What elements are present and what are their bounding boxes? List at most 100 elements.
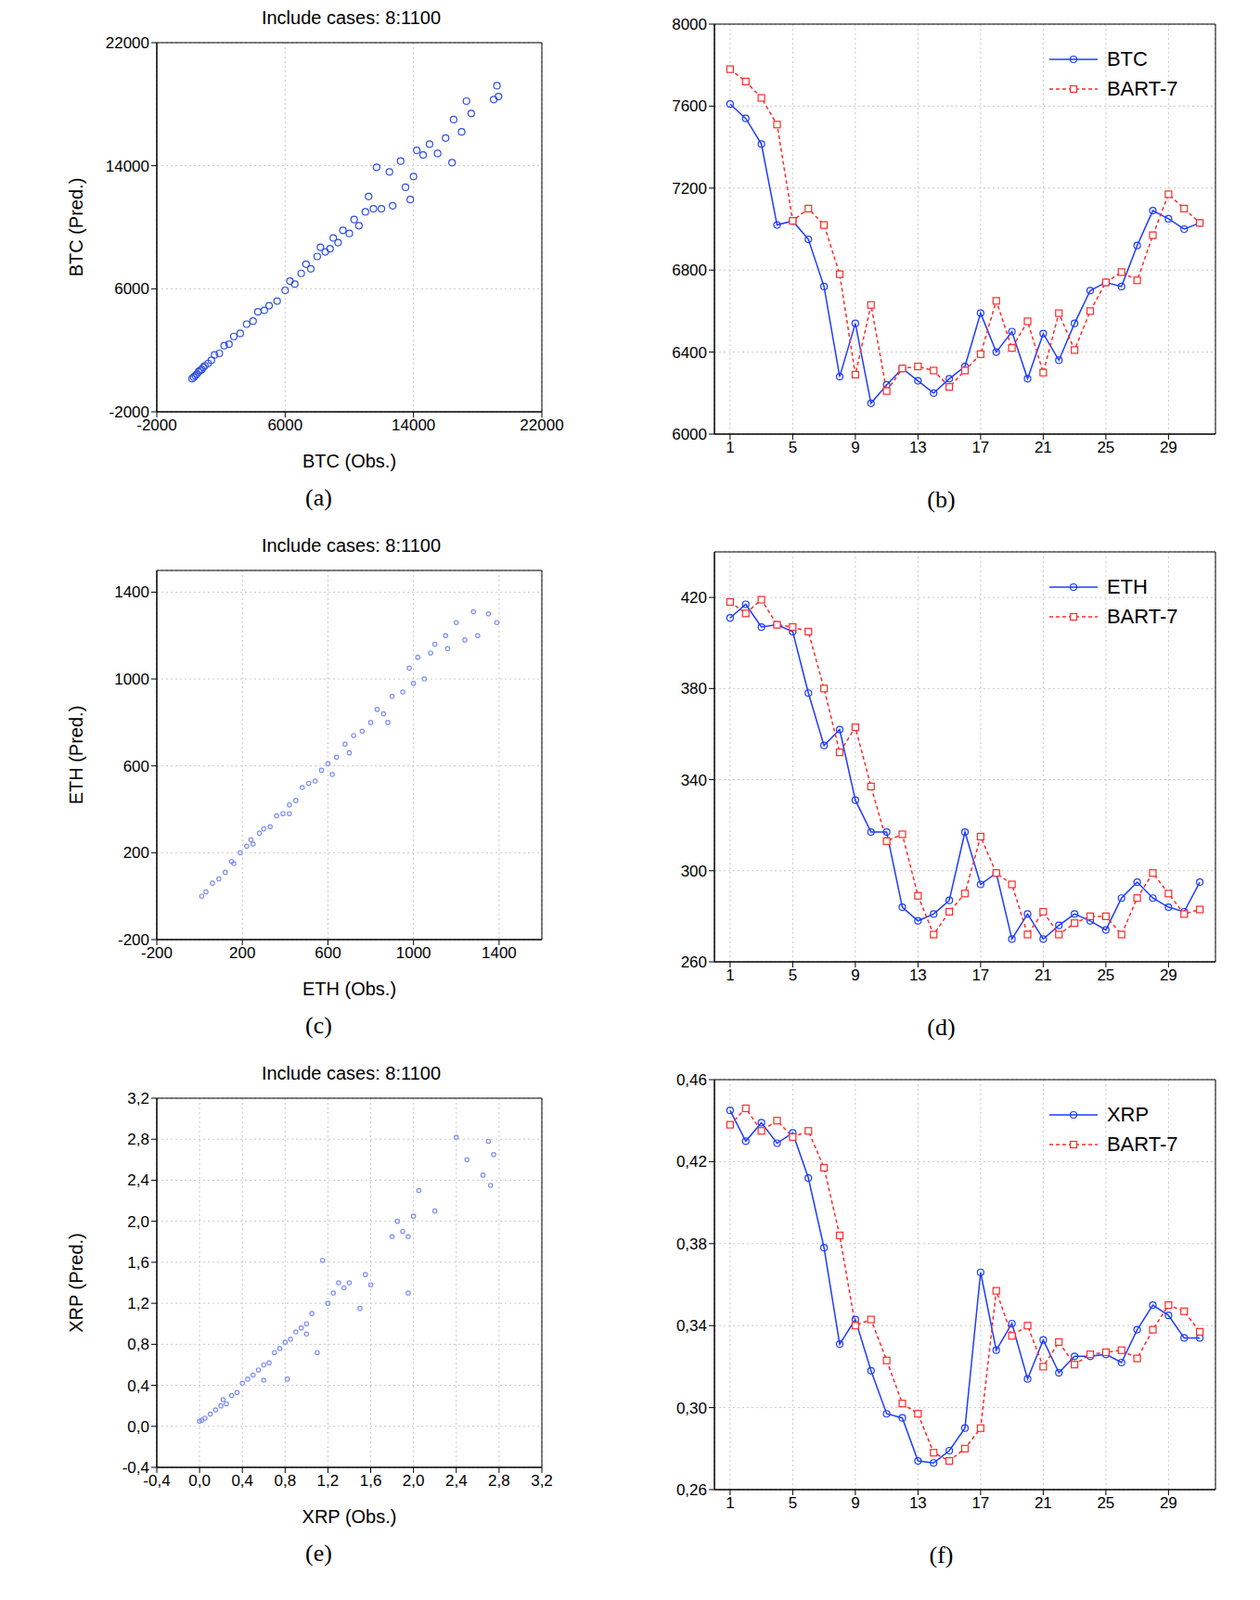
svg-text:340: 340 [680,771,707,790]
svg-text:2,0: 2,0 [401,1472,425,1491]
html-text:Include cases: 8:1100: Include cases: 8:1100 [261,1063,441,1084]
svg-text:-2000: -2000 [108,403,149,422]
svg-text:22000: 22000 [519,416,564,435]
svg-text:0,8: 0,8 [127,1336,150,1354]
svg-text:14000: 14000 [391,416,436,435]
svg-text:0,4: 0,4 [127,1377,150,1396]
svg-text:21: 21 [1033,438,1052,457]
svg-text:29: 29 [1158,966,1177,985]
svg-text:9: 9 [850,1494,860,1513]
html-text:(c): (c) [305,1012,333,1040]
svg-text:3,2: 3,2 [127,1090,150,1108]
svg-text:420: 420 [680,589,707,607]
svg-text:BTC (Obs.): BTC (Obs.) [301,450,396,472]
html-text:(b): (b) [927,486,956,514]
svg-text:300: 300 [680,862,707,881]
svg-text:200: 200 [229,944,256,963]
svg-text:13: 13 [908,1494,926,1513]
html-text:BART-7: BART-7 [1106,1132,1178,1157]
svg-text:0,34: 0,34 [675,1317,707,1336]
svg-text:17: 17 [971,966,990,985]
svg-text:1000: 1000 [395,944,431,963]
svg-text:0,30: 0,30 [675,1400,707,1418]
svg-text:13: 13 [908,966,926,985]
svg-text:0,26: 0,26 [675,1481,707,1500]
svg-text:3,2: 3,2 [530,1472,553,1491]
html-text:(d): (d) [927,1014,956,1042]
svg-text:260: 260 [680,953,707,972]
svg-text:29: 29 [1158,438,1177,457]
svg-text:25: 25 [1096,1494,1115,1513]
svg-text:1,6: 1,6 [127,1254,150,1273]
svg-text:2,0: 2,0 [127,1213,150,1232]
svg-text:0,42: 0,42 [675,1153,707,1171]
svg-text:14000: 14000 [104,157,149,176]
svg-text:8000: 8000 [671,15,708,34]
svg-text:0,0: 0,0 [127,1418,150,1437]
html-text:(f): (f) [929,1542,954,1569]
svg-text:2,4: 2,4 [127,1171,150,1190]
html-text:ETH: ETH [1106,575,1148,599]
svg-text:-0,4: -0,4 [121,1459,149,1478]
svg-text:200: 200 [122,844,149,862]
svg-text:-200: -200 [140,944,173,963]
svg-text:1,6: 1,6 [359,1472,382,1491]
svg-text:600: 600 [122,758,149,776]
svg-text:XRP (Pred.): XRP (Pred.) [65,1233,87,1333]
svg-text:0,8: 0,8 [273,1472,296,1491]
svg-text:6000: 6000 [671,425,708,444]
svg-text:5: 5 [787,438,797,457]
svg-text:ETH (Obs.): ETH (Obs.) [301,978,396,1000]
svg-text:0,4: 0,4 [231,1472,254,1491]
svg-text:7600: 7600 [671,97,708,116]
svg-text:21: 21 [1033,966,1052,985]
svg-text:-2000: -2000 [136,416,177,435]
svg-text:0,38: 0,38 [675,1235,707,1254]
svg-text:6400: 6400 [671,344,708,362]
svg-text:0,46: 0,46 [675,1071,707,1090]
svg-text:1: 1 [725,438,734,457]
svg-text:1000: 1000 [114,670,150,689]
svg-text:13: 13 [908,438,926,457]
html-text:BART-7: BART-7 [1106,77,1178,101]
svg-text:-200: -200 [116,931,149,950]
svg-text:5: 5 [787,1494,797,1513]
html-text:BART-7: BART-7 [1106,604,1178,629]
svg-text:1400: 1400 [114,583,150,602]
svg-text:2,8: 2,8 [488,1472,511,1491]
svg-text:21: 21 [1033,1494,1052,1513]
svg-text:0,0: 0,0 [188,1472,211,1491]
svg-text:ETH (Pred.): ETH (Pred.) [65,706,87,806]
svg-text:17: 17 [971,1494,990,1513]
svg-text:7200: 7200 [671,180,708,198]
svg-text:6000: 6000 [114,280,150,298]
html-text:BTC: BTC [1106,47,1148,71]
svg-text:25: 25 [1096,438,1115,457]
svg-text:1,2: 1,2 [127,1295,150,1313]
html-text:Include cases: 8:1100: Include cases: 8:1100 [261,535,441,556]
svg-text:6800: 6800 [671,261,708,280]
svg-text:25: 25 [1096,966,1115,985]
html-text:(a): (a) [305,484,333,512]
svg-text:17: 17 [971,438,990,457]
svg-text:9: 9 [850,966,860,985]
svg-text:29: 29 [1158,1494,1177,1513]
svg-text:6000: 6000 [267,416,303,435]
svg-text:BTC (Pred.): BTC (Pred.) [65,178,87,278]
svg-text:9: 9 [850,438,860,457]
svg-text:1: 1 [725,966,734,985]
svg-text:22000: 22000 [104,34,149,52]
svg-text:1: 1 [725,1494,734,1513]
svg-text:-0,4: -0,4 [142,1472,170,1491]
svg-text:380: 380 [680,680,707,698]
svg-text:1,2: 1,2 [316,1472,339,1491]
svg-text:5: 5 [787,966,797,985]
svg-text:2,8: 2,8 [127,1131,150,1149]
html-text:(e): (e) [305,1540,333,1568]
html-text:Include cases: 8:1100: Include cases: 8:1100 [261,7,441,28]
svg-text:XRP (Obs.): XRP (Obs.) [301,1506,397,1528]
svg-text:1400: 1400 [480,944,516,963]
svg-text:600: 600 [314,944,341,963]
svg-text:2,4: 2,4 [444,1472,467,1491]
html-text:XRP: XRP [1106,1103,1149,1127]
